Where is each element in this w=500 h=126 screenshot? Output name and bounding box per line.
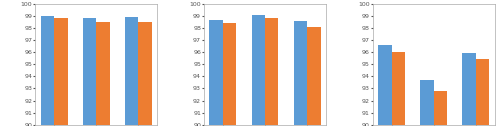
Bar — [82, 18, 96, 125]
Bar — [54, 18, 68, 125]
Bar — [434, 91, 448, 125]
Bar — [40, 16, 54, 125]
Bar — [125, 17, 138, 125]
Bar — [294, 21, 307, 125]
Bar — [307, 27, 320, 125]
Bar — [462, 53, 476, 125]
Bar — [392, 52, 405, 125]
Bar — [210, 20, 223, 125]
Bar — [252, 15, 265, 125]
Bar — [96, 22, 110, 125]
Bar — [138, 22, 152, 125]
Bar — [476, 59, 490, 125]
Bar — [378, 45, 392, 125]
Bar — [265, 18, 278, 125]
Bar — [223, 23, 236, 125]
Bar — [420, 80, 434, 125]
